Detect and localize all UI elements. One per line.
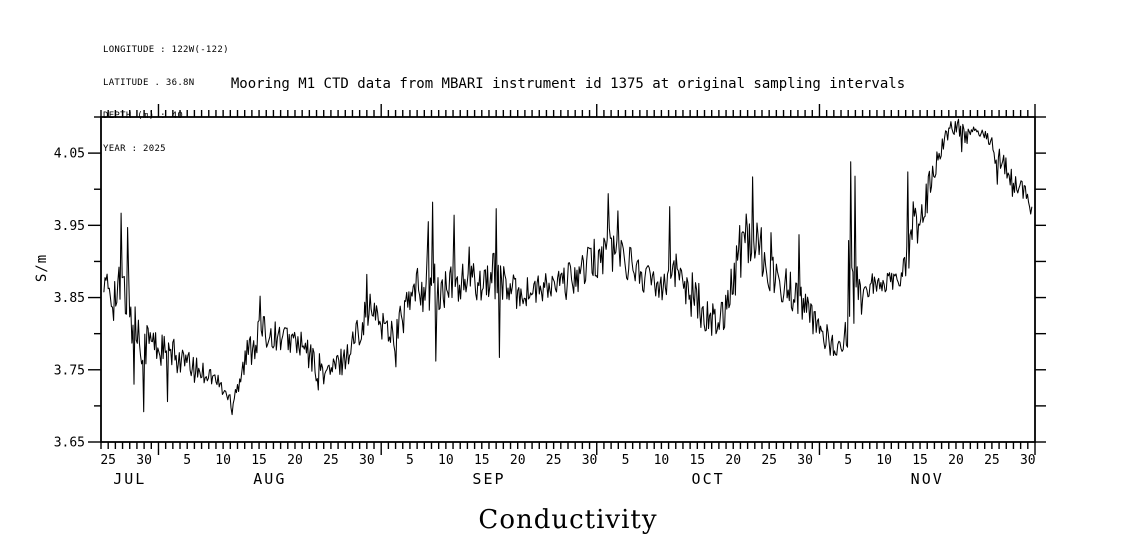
data-series-path <box>103 118 1033 416</box>
x-day-label: 30 <box>359 453 375 468</box>
x-day-label: 10 <box>438 453 454 468</box>
x-day-label: 25 <box>546 453 562 468</box>
x-day-label: 30 <box>136 453 152 468</box>
x-month-label: JUL <box>113 470 146 488</box>
x-day-label: 15 <box>251 453 267 468</box>
x-day-label: 20 <box>287 453 303 468</box>
y-tick-label: 3.85 <box>54 291 85 306</box>
x-day-label: 25 <box>100 453 116 468</box>
x-day-label: 10 <box>215 453 231 468</box>
x-day-label: 25 <box>984 453 1000 468</box>
x-axis-title: Conductivity <box>478 505 658 535</box>
x-day-label: 5 <box>844 453 852 468</box>
metadata-year: YEAR : 2025 <box>103 144 166 154</box>
x-day-label: 30 <box>582 453 598 468</box>
x-day-label: 20 <box>725 453 741 468</box>
y-tick-label: 3.65 <box>54 436 85 451</box>
metadata-longitude: LONGITUDE : 122W(-122) <box>103 45 229 55</box>
x-day-label: 15 <box>912 453 928 468</box>
y-tick-label: 3.75 <box>54 363 85 378</box>
x-month-label: OCT <box>692 470 725 488</box>
x-day-label: 15 <box>474 453 490 468</box>
x-day-label: 25 <box>323 453 339 468</box>
x-day-label: 10 <box>654 453 670 468</box>
x-day-label: 25 <box>761 453 777 468</box>
x-day-label: 5 <box>183 453 191 468</box>
x-month-label: NOV <box>911 470 944 488</box>
x-month-label: SEP <box>472 470 505 488</box>
x-day-label: 30 <box>1020 453 1036 468</box>
y-tick-label: 4.05 <box>54 147 85 162</box>
x-day-label: 5 <box>406 453 414 468</box>
x-day-label: 5 <box>622 453 630 468</box>
y-tick-label: 3.95 <box>54 219 85 234</box>
plot-metadata: LONGITUDE : 122W(-122) LATITUDE . 36.8N … <box>103 23 229 177</box>
chart-title: Mooring M1 CTD data from MBARI instrumen… <box>230 76 906 92</box>
x-day-label: 30 <box>797 453 813 468</box>
x-day-label: 20 <box>948 453 964 468</box>
x-day-label: 10 <box>876 453 892 468</box>
y-axis-label: S/m <box>34 254 50 282</box>
metadata-depth: DEPTH (m) : 40 <box>103 111 184 121</box>
x-day-label: 15 <box>689 453 705 468</box>
x-day-label: 20 <box>510 453 526 468</box>
x-month-label: AUG <box>253 470 286 488</box>
metadata-latitude: LATITUDE . 36.8N <box>103 78 195 88</box>
